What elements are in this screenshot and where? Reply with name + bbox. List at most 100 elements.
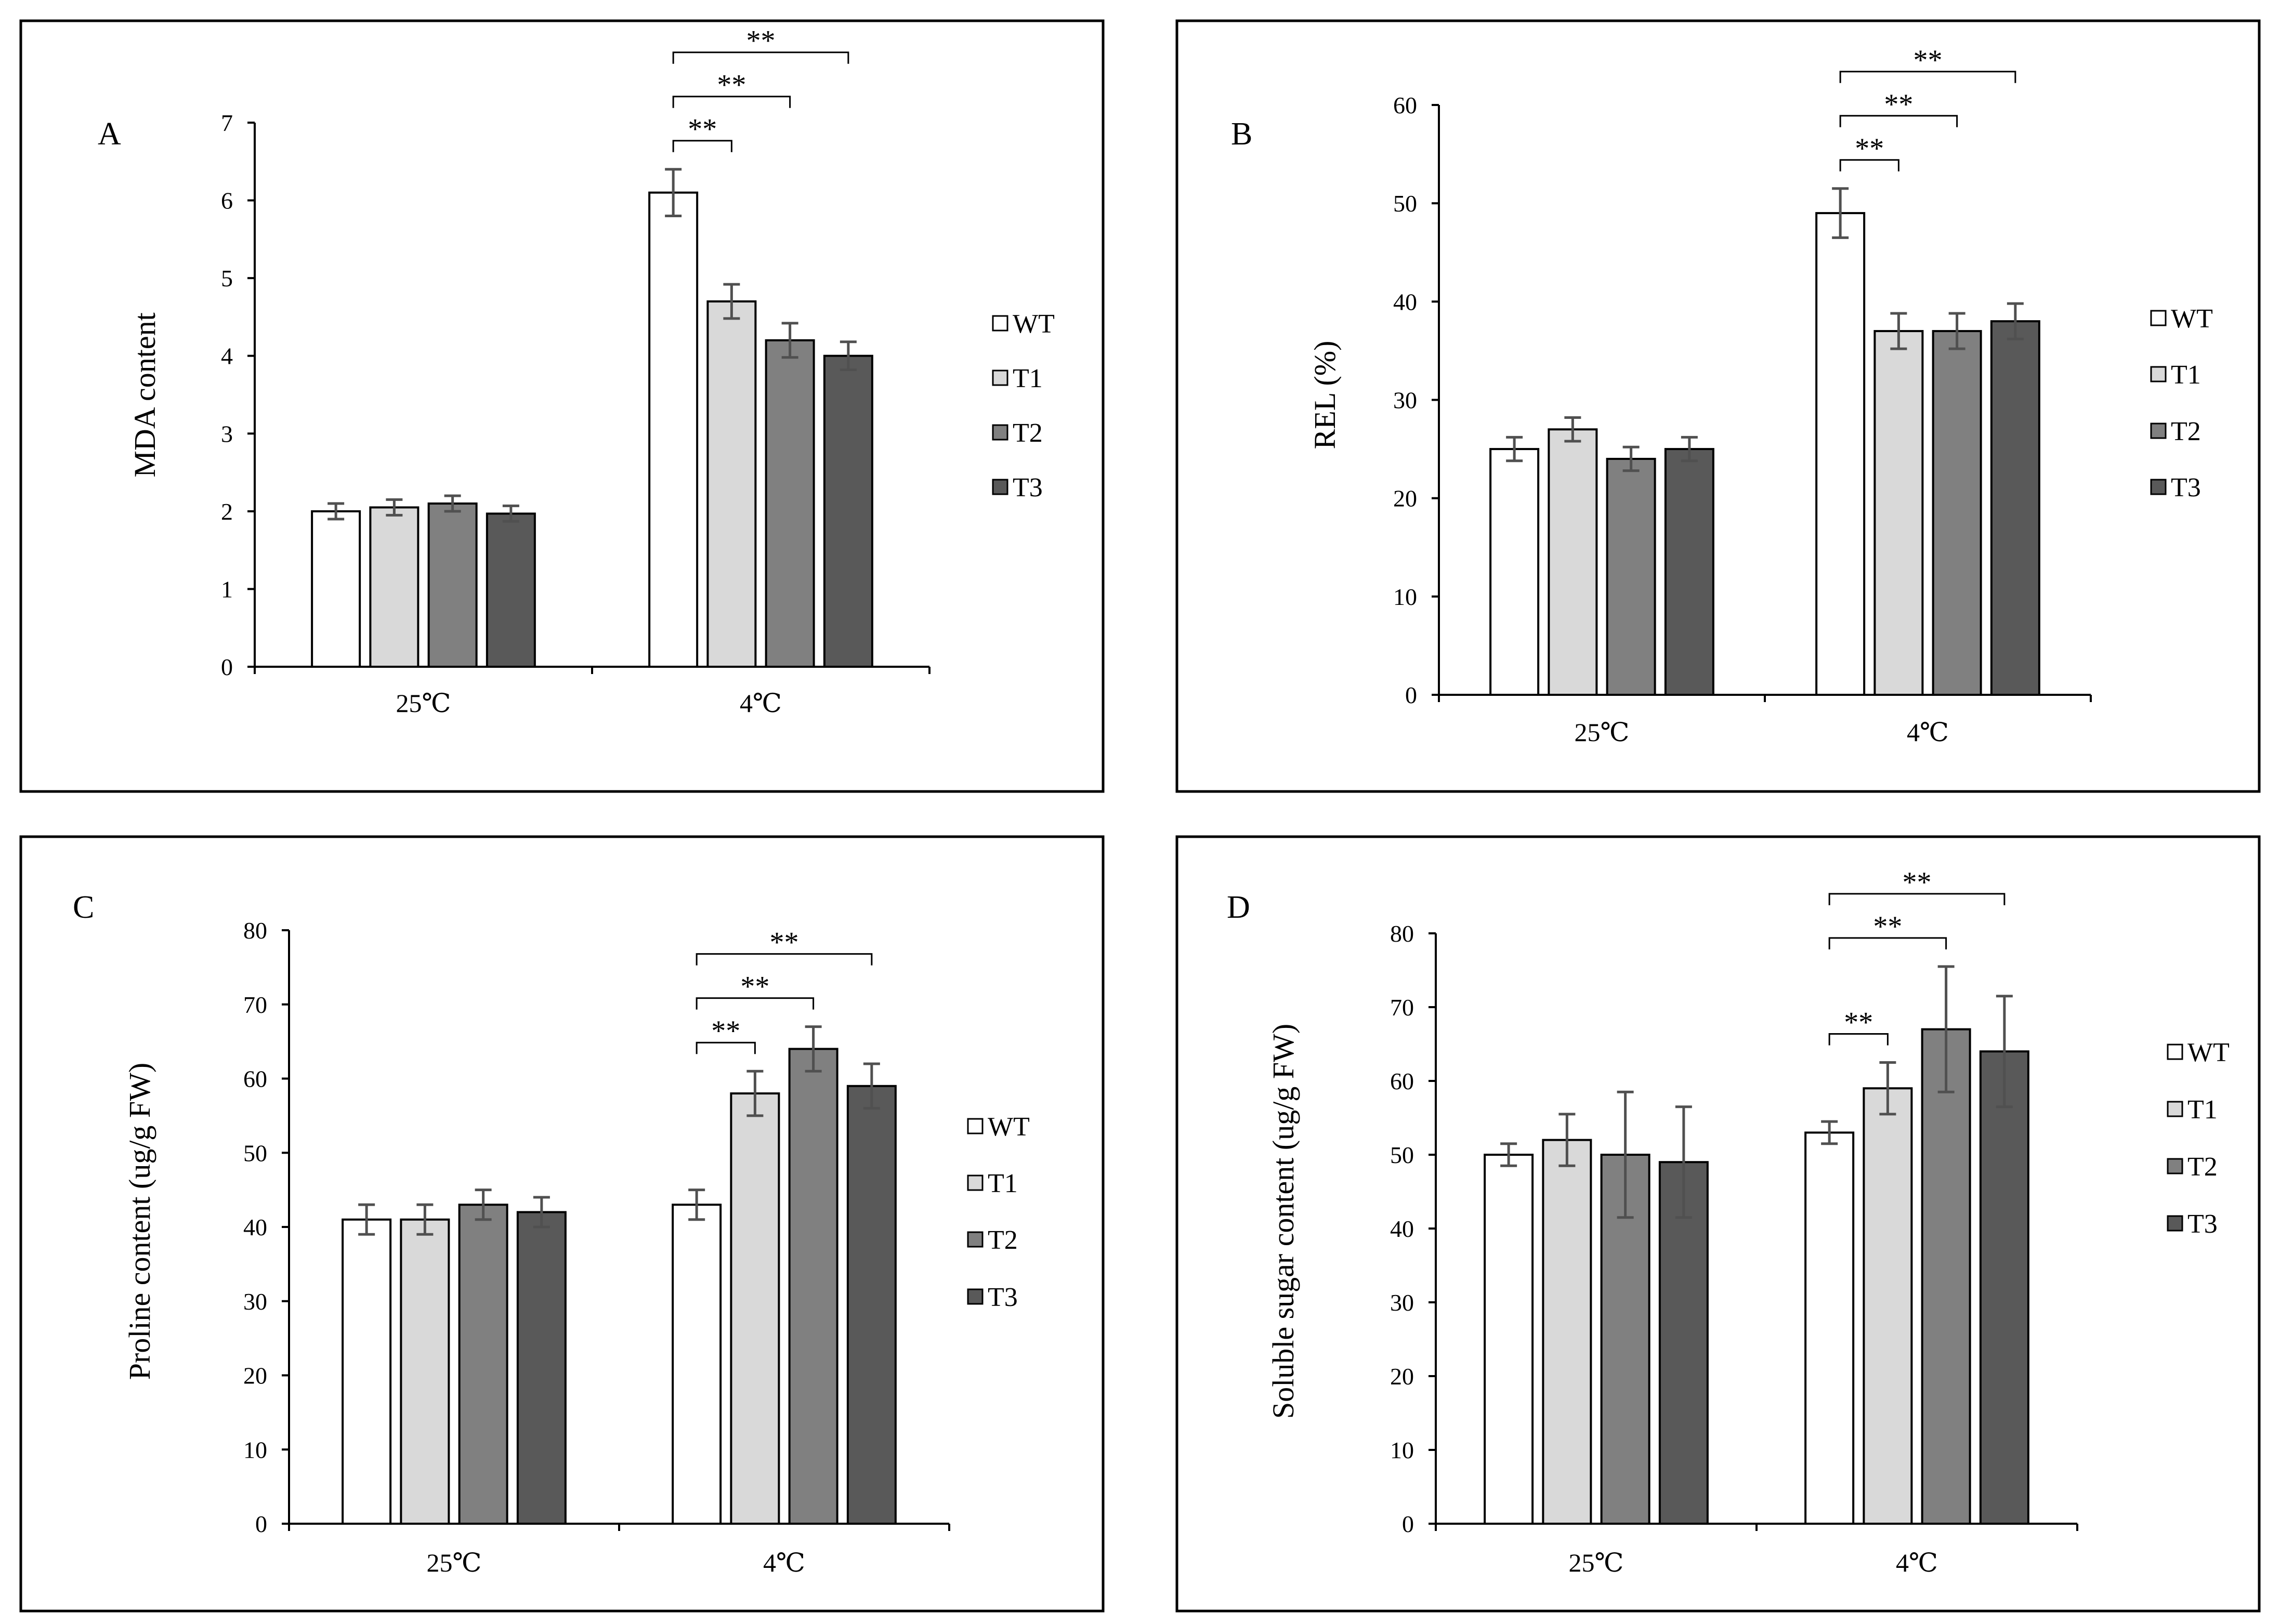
panel-a-significance: ** ** ** — [672, 25, 849, 152]
panel-c-x-tick-label: 4℃ — [763, 1548, 805, 1577]
panel-c-error-bar-t1-1 — [746, 1070, 764, 1117]
panel-b-legend: WT T1 T2 T3 — [2150, 304, 2213, 503]
panel-d-error-bar-t2-1 — [1937, 965, 1955, 1093]
panel-d-y-ticks: 0 10 20 30 40 50 60 70 80 — [1390, 920, 1414, 1537]
panel-c-bar-t3-cold — [846, 1085, 897, 1525]
panel-d-error-bar-wt-1 — [1821, 1120, 1838, 1145]
panel-c-y-tick-label: 40 — [243, 1214, 267, 1240]
panel-c-bar-wt-cold — [672, 1204, 722, 1525]
panel-d-significance-bracket-1 — [1828, 937, 1947, 949]
panel-c-error-bar-t3-0 — [533, 1196, 550, 1229]
legend-label-t3: T3 — [2171, 473, 2201, 503]
panel-a: A MDA content 0 1 2 3 4 5 6 7 25℃ 4℃ ** … — [19, 19, 1105, 793]
legend-swatch-t3 — [992, 479, 1008, 495]
panel-a-error-bar-t3-0 — [502, 504, 519, 523]
panel-b-error-bar-t1-0 — [1564, 416, 1581, 443]
legend-label-wt: WT — [1013, 309, 1055, 339]
panel-c-significance-bracket-2 — [696, 953, 873, 966]
panel-d-x-tick-label: 25℃ — [1569, 1548, 1624, 1577]
panel-b-error-bar-t2-1 — [1948, 312, 1965, 350]
legend-swatch-t1 — [2150, 366, 2167, 382]
legend-label-t3: T3 — [988, 1283, 1018, 1312]
legend-label-t2: T2 — [988, 1225, 1018, 1255]
panel-b-y-tick-label: 10 — [1393, 584, 1417, 610]
legend-label-t3: T3 — [2187, 1209, 2218, 1239]
legend-swatch-t1 — [992, 369, 1008, 386]
panel-b-plot: 0 10 20 30 40 50 60 25℃ 4℃ ** ** ** — [1393, 44, 2092, 747]
legend-swatch-t1 — [967, 1174, 984, 1191]
panel-a-y-tick-label: 7 — [221, 110, 233, 136]
panel-a-bar-t1-normal — [369, 506, 420, 668]
legend-swatch-t2 — [2167, 1158, 2183, 1174]
panel-d-bar-wt-normal — [1484, 1154, 1534, 1525]
panel-d-bar-t1-cold — [1863, 1087, 1913, 1525]
panel-a-bar-t1-cold — [706, 300, 757, 668]
panel-d-error-bar-t1-1 — [1879, 1061, 1896, 1116]
panel-b-error-bar-t3-0 — [1681, 435, 1698, 463]
panel-c-y-tick-label: 80 — [243, 917, 267, 944]
panel-c-y-axis-label: Proline content (ug/g FW) — [123, 1063, 156, 1380]
panel-b-bar-t2-cold — [1932, 330, 1982, 696]
panel-d-frame — [1175, 835, 2261, 1613]
legend-label-wt: WT — [988, 1112, 1030, 1142]
panel-c-error-bar-wt-1 — [688, 1189, 705, 1221]
panel-a-bar-t2-normal — [427, 502, 478, 668]
panel-d-y-axis-label: Soluble sugar content (ug/g FW) — [1266, 1024, 1300, 1419]
legend-label-t1: T1 — [2171, 360, 2201, 390]
panel-c-significance: ** ** ** — [696, 927, 873, 1054]
panel-b-y-tick-label: 20 — [1393, 485, 1417, 512]
legend-swatch-t2 — [2150, 422, 2167, 439]
panel-b-y-tick-label: 60 — [1393, 92, 1417, 118]
panel-d-bar-t1-normal — [1542, 1139, 1592, 1525]
legend-swatch-t1 — [2167, 1101, 2183, 1117]
panel-c-bar-wt-normal — [342, 1218, 392, 1525]
panel-a-frame — [19, 19, 1105, 793]
panel-c-error-bar-t3-1 — [863, 1062, 880, 1110]
panel-c-y-tick-label: 50 — [243, 1140, 267, 1166]
panel-c-letter: C — [73, 890, 94, 925]
panel-d-bar-t2-cold — [1921, 1028, 1971, 1525]
panel-b-x-tick-label: 25℃ — [1575, 718, 1630, 747]
panel-b-significance-bracket-2 — [1839, 71, 2016, 83]
legend-swatch-wt — [2150, 310, 2167, 326]
panel-a-error-bar-t2-0 — [444, 494, 461, 513]
panel-c-bar-t2-normal — [458, 1204, 508, 1525]
panel-b-significance-bracket-0 — [1839, 159, 1899, 171]
panel-a-legend: WT T1 T2 T3 — [992, 309, 1055, 503]
panel-b-bar-t2-normal — [1606, 458, 1656, 696]
panel-a-error-bar-t1-0 — [386, 498, 403, 517]
panel-b-error-bar-t1-1 — [1890, 312, 1907, 350]
panel-a-error-bar-t2-1 — [781, 322, 798, 359]
panel-c-y-tick-label: 30 — [243, 1288, 267, 1315]
panel-a-y-tick-label: 3 — [221, 420, 233, 447]
panel-b-letter: B — [1231, 116, 1252, 152]
panel-a-error-bar-wt-0 — [327, 502, 345, 521]
panel-c: C Proline content (ug/g FW) 0 10 20 30 4… — [19, 835, 1105, 1613]
panel-c-y-tick-label: 20 — [243, 1363, 267, 1389]
panel-d-significance: ** ** ** — [1828, 866, 2006, 1046]
panel-a-y-axis-label: MDA content — [128, 312, 162, 477]
panel-c-bar-t1-cold — [730, 1092, 780, 1525]
panel-b-y-ticks: 0 10 20 30 40 50 60 — [1393, 92, 1417, 708]
panel-b-y-tick-label: 0 — [1405, 682, 1417, 708]
panel-b-y-axis-label: REL (%) — [1308, 341, 1342, 450]
panel-c-error-bar-wt-0 — [358, 1203, 375, 1236]
panel-d-error-bar-t1-0 — [1558, 1113, 1576, 1167]
panel-c-error-bar-t2-1 — [805, 1025, 822, 1073]
panel-b-x-tick-label: 4℃ — [1907, 718, 1949, 747]
panel-c-y-ticks: 0 10 20 30 40 50 60 70 80 — [243, 917, 267, 1537]
panel-b-error-bar-t3-1 — [2007, 302, 2024, 340]
panel-a-error-bar-t3-1 — [840, 340, 857, 372]
panel-a-x-tick-label: 25℃ — [396, 689, 451, 718]
panel-a-bar-t2-cold — [765, 339, 815, 668]
panel-c-y-tick-label: 10 — [243, 1436, 267, 1463]
panel-b-error-bar-wt-1 — [1832, 187, 1849, 239]
panel-b-marks — [1489, 187, 2040, 696]
panel-d-marks — [1484, 965, 2029, 1525]
panel-c-error-bar-t2-0 — [475, 1189, 492, 1221]
legend-label-t2: T2 — [2187, 1152, 2218, 1182]
panel-a-y-tick-label: 4 — [221, 343, 233, 369]
panel-b-y-tick-label: 50 — [1393, 190, 1417, 217]
panel-a-significance-bracket-0 — [672, 140, 732, 152]
